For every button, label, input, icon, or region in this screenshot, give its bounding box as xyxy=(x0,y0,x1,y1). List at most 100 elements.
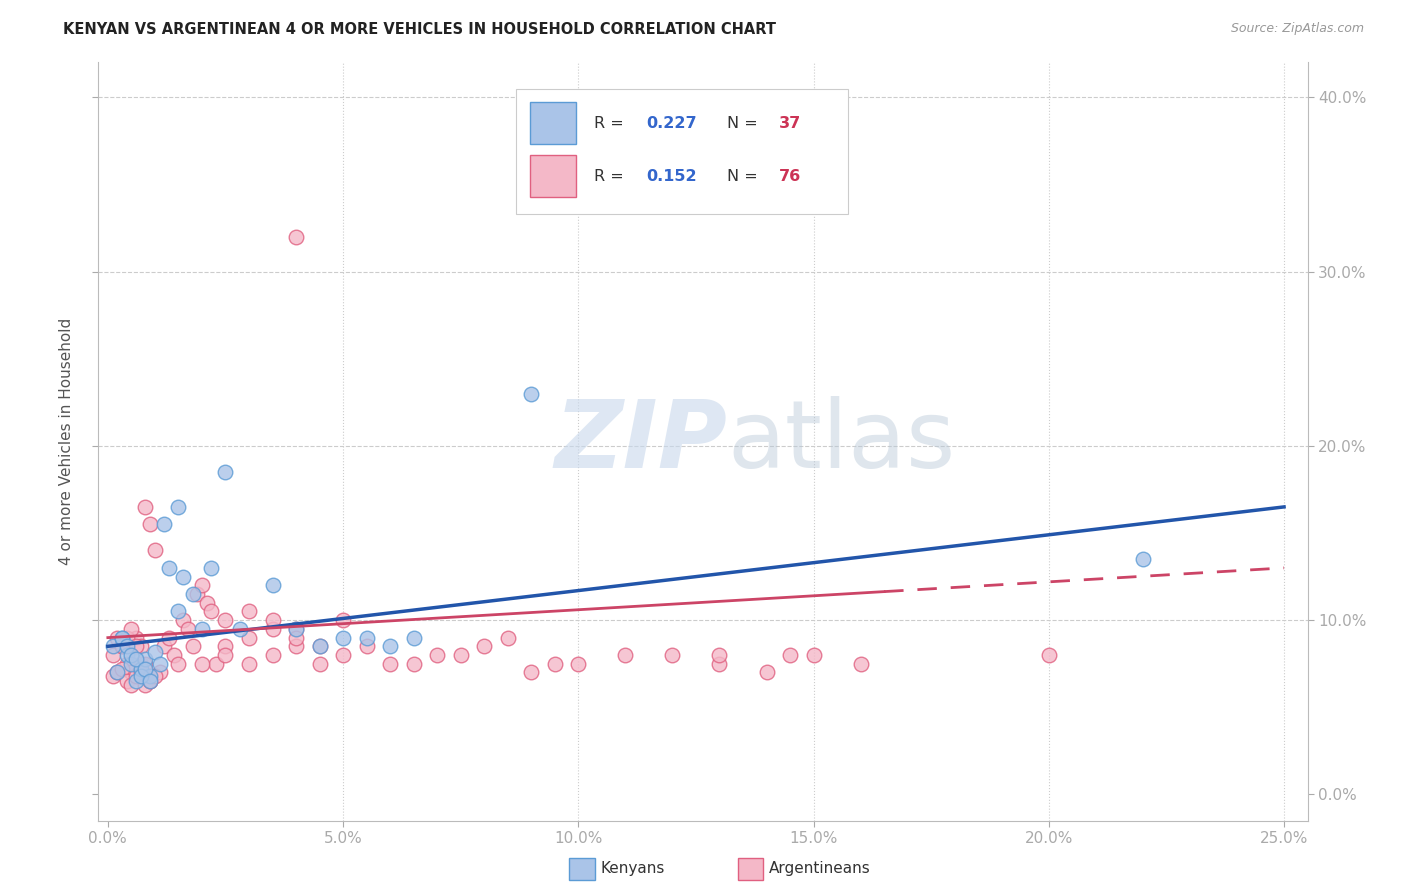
Point xyxy=(163,648,186,662)
Point xyxy=(172,613,194,627)
Point xyxy=(129,669,152,683)
Point xyxy=(332,613,354,627)
Point xyxy=(120,678,142,692)
Point xyxy=(101,640,124,654)
Point xyxy=(849,657,872,671)
Point xyxy=(120,648,142,662)
Point xyxy=(120,657,142,671)
FancyBboxPatch shape xyxy=(516,89,848,214)
Point xyxy=(472,640,495,654)
Point xyxy=(1132,552,1154,566)
Point xyxy=(181,587,204,601)
Point xyxy=(105,631,128,645)
Point xyxy=(661,648,683,662)
Point xyxy=(191,578,214,592)
Point xyxy=(111,640,134,654)
Point xyxy=(755,665,778,680)
Point xyxy=(262,622,284,636)
Point xyxy=(139,669,162,683)
Point xyxy=(285,229,308,244)
Text: 76: 76 xyxy=(779,169,801,184)
Point xyxy=(402,631,425,645)
Point xyxy=(285,631,308,645)
Point xyxy=(120,665,142,680)
Point xyxy=(139,674,162,689)
Point xyxy=(214,465,236,479)
Point xyxy=(134,662,156,676)
Text: 0.152: 0.152 xyxy=(647,169,697,184)
Point xyxy=(308,640,330,654)
Point xyxy=(177,622,200,636)
Text: Source: ZipAtlas.com: Source: ZipAtlas.com xyxy=(1230,22,1364,36)
Point xyxy=(332,648,354,662)
Point xyxy=(139,517,162,532)
Point xyxy=(139,674,162,689)
Point xyxy=(139,674,162,689)
Point xyxy=(129,662,152,676)
Point xyxy=(172,569,194,583)
Point xyxy=(205,657,228,671)
Point xyxy=(285,622,308,636)
Point xyxy=(214,648,236,662)
Point xyxy=(200,605,222,619)
Bar xyxy=(530,155,576,197)
Point xyxy=(709,648,731,662)
Point xyxy=(101,648,124,662)
Point xyxy=(129,657,152,671)
Point xyxy=(803,648,825,662)
Point xyxy=(157,631,180,645)
Point xyxy=(195,596,218,610)
Point xyxy=(111,640,134,654)
Point xyxy=(149,665,172,680)
Point xyxy=(186,587,208,601)
Point xyxy=(520,665,543,680)
Point xyxy=(308,657,330,671)
Point xyxy=(238,657,260,671)
Point xyxy=(262,613,284,627)
Point xyxy=(191,622,214,636)
Point xyxy=(115,640,138,654)
Point xyxy=(520,386,543,401)
Point xyxy=(134,678,156,692)
Text: atlas: atlas xyxy=(727,395,956,488)
Point xyxy=(356,640,378,654)
Text: 37: 37 xyxy=(779,116,801,130)
Text: 0.227: 0.227 xyxy=(647,116,697,130)
Point xyxy=(262,648,284,662)
Point xyxy=(115,674,138,689)
Bar xyxy=(530,103,576,144)
Point xyxy=(262,578,284,592)
Point xyxy=(426,648,449,662)
Point xyxy=(105,665,128,680)
Point xyxy=(167,605,190,619)
Point xyxy=(143,543,166,558)
Point xyxy=(779,648,801,662)
Text: N =: N = xyxy=(727,116,763,130)
Point xyxy=(125,669,148,683)
Point xyxy=(129,640,152,654)
Point xyxy=(228,622,250,636)
Text: N =: N = xyxy=(727,169,763,184)
Point xyxy=(181,640,204,654)
Point xyxy=(134,657,156,671)
Point xyxy=(111,662,134,676)
Point xyxy=(157,561,180,575)
Point xyxy=(134,651,156,665)
Point xyxy=(308,640,330,654)
Point xyxy=(285,622,308,636)
Point xyxy=(214,613,236,627)
Point xyxy=(191,657,214,671)
Point xyxy=(120,622,142,636)
Point xyxy=(1038,648,1060,662)
Y-axis label: 4 or more Vehicles in Household: 4 or more Vehicles in Household xyxy=(59,318,75,566)
Point xyxy=(111,631,134,645)
Point xyxy=(402,657,425,671)
Point xyxy=(115,657,138,671)
Text: ZIP: ZIP xyxy=(554,395,727,488)
Point xyxy=(544,657,567,671)
Point xyxy=(614,648,637,662)
Point xyxy=(115,631,138,645)
Point xyxy=(125,631,148,645)
Point xyxy=(332,631,354,645)
Point xyxy=(153,640,176,654)
